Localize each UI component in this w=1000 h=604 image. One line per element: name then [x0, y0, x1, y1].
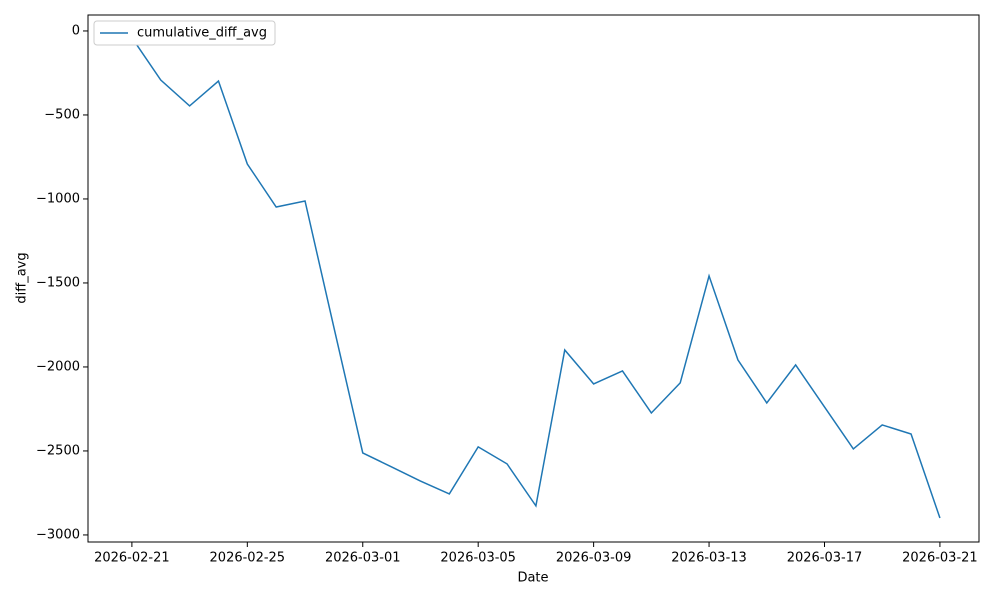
x-tick-label: 2026-03-21: [902, 551, 978, 566]
x-axis-label: Date: [517, 571, 548, 586]
x-tick-label: 2026-03-09: [556, 551, 632, 566]
y-tick-label: −1000: [36, 191, 80, 206]
x-tick-label: 2026-03-13: [671, 551, 747, 566]
y-tick-label: −1500: [36, 275, 80, 290]
plot-frame: [87, 14, 980, 543]
x-tick-label: 2026-03-01: [325, 551, 401, 566]
x-tick-label: 2026-02-21: [94, 551, 170, 566]
x-tick-label: 2026-03-05: [440, 551, 516, 566]
y-tick-label: −3000: [36, 527, 80, 542]
line-series: [131, 37, 941, 519]
y-tick-label: −500: [44, 107, 80, 122]
y-axis-label: diff_avg: [15, 252, 30, 303]
y-tick-label: −2500: [36, 443, 80, 458]
legend-box: [93, 20, 276, 46]
y-tick-label: 0: [72, 23, 80, 38]
x-tick-label: 2026-02-25: [210, 551, 286, 566]
x-tick-label: 2026-03-17: [787, 551, 863, 566]
legend-label: cumulative_diff_avg: [137, 26, 267, 41]
y-tick-label: −2000: [36, 359, 80, 374]
